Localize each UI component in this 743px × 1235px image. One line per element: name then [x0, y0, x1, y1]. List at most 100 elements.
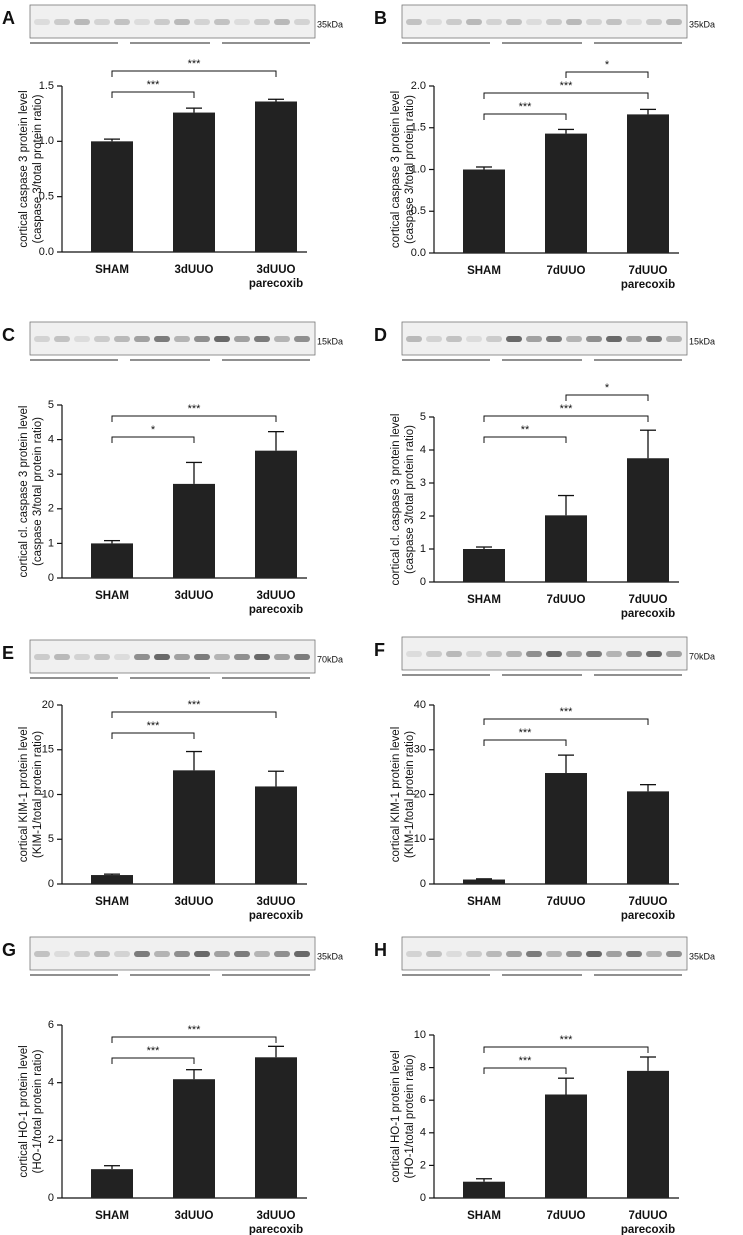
y-tick-label: 1 — [48, 537, 54, 549]
y-tick-label: 5 — [48, 833, 54, 845]
blot-band — [466, 19, 482, 25]
y-axis-label: cortical HO-1 protein level — [390, 1050, 402, 1182]
blot-band — [566, 336, 582, 342]
blot-band — [174, 336, 190, 342]
blot-band — [134, 951, 150, 957]
blot-band — [486, 651, 502, 657]
blot — [401, 4, 688, 39]
blot-band — [214, 951, 230, 957]
blot-band — [446, 19, 462, 25]
y-tick-label: 8 — [420, 1062, 426, 1074]
blot-band — [506, 951, 522, 957]
x-tick-line: parecoxib — [249, 604, 303, 616]
bar — [545, 1094, 587, 1198]
blot-band — [666, 651, 682, 657]
significance-bracket — [483, 1067, 567, 1074]
blot-band — [606, 951, 622, 957]
x-tick-label: 3dUUO parecoxib — [249, 264, 303, 290]
blot-band — [134, 336, 150, 342]
x-tick-label: SHAM — [95, 896, 129, 908]
blot — [29, 321, 316, 356]
blot-band — [254, 654, 270, 660]
y-tick-label: 6 — [48, 1019, 54, 1031]
blot-band — [194, 336, 210, 342]
blot-band — [54, 19, 70, 25]
bar — [173, 1079, 215, 1198]
blot — [29, 4, 316, 39]
blot-band — [94, 19, 110, 25]
blot-band — [406, 951, 422, 957]
bar — [91, 543, 133, 578]
x-tick-label: 7dUUO — [547, 265, 586, 277]
blot-band — [34, 336, 50, 342]
y-tick-label: 0.5 — [411, 205, 426, 217]
y-tick-label: 0 — [420, 576, 426, 588]
blot-size-label: 15kDa — [689, 336, 715, 346]
significance-bracket — [483, 415, 649, 422]
y-tick-label: 0 — [48, 1192, 54, 1204]
y-tick-label: 20 — [414, 788, 426, 800]
bar — [173, 112, 215, 252]
bar — [545, 773, 587, 884]
blot-size-label: 35kDa — [317, 19, 343, 29]
bar — [545, 515, 587, 582]
blot-band — [626, 651, 642, 657]
x-tick-label: SHAM — [95, 264, 129, 276]
y-tick-label: 2 — [420, 1159, 426, 1171]
blot-band — [586, 336, 602, 342]
blot — [29, 936, 316, 971]
blot-band — [74, 951, 90, 957]
blot-size-label: 70kDa — [317, 654, 343, 664]
significance-bracket — [565, 394, 649, 401]
blot-band — [566, 651, 582, 657]
blot-band — [506, 651, 522, 657]
y-tick-label: 4 — [48, 1077, 54, 1089]
blot-band — [586, 951, 602, 957]
blot-band — [426, 951, 442, 957]
bar — [627, 458, 669, 582]
x-tick-label: 3dUUO — [175, 590, 214, 602]
blot-band — [154, 654, 170, 660]
blot-band — [586, 19, 602, 25]
x-tick-line: parecoxib — [621, 910, 675, 922]
significance-label: * — [605, 382, 610, 394]
blot-size-label: 35kDa — [689, 19, 715, 29]
significance-bracket — [483, 1046, 649, 1053]
blot-band — [526, 951, 542, 957]
blot-band — [406, 651, 422, 657]
y-axis-label: cortical KIM-1 protein level — [390, 727, 402, 863]
x-tick-line: 3dUUO — [257, 264, 296, 276]
y-axis-label: cortical caspase 3 protein level — [18, 90, 30, 247]
y-tick-label: 2 — [420, 510, 426, 522]
significance-bracket — [111, 436, 195, 443]
bar — [255, 101, 297, 252]
blot-band — [406, 336, 422, 342]
y-tick-label: 2.0 — [411, 80, 426, 92]
bar — [545, 133, 587, 253]
blot-size-label: 35kDa — [317, 951, 343, 961]
blot-band — [114, 336, 130, 342]
blot-band — [74, 654, 90, 660]
blot-band — [174, 19, 190, 25]
significance-bracket — [483, 113, 567, 120]
blot-band — [94, 654, 110, 660]
y-axis-label: cortical KIM-1 protein level — [18, 727, 30, 863]
significance-bracket — [483, 739, 567, 746]
y-tick-label: 20 — [42, 699, 54, 711]
y-axis-label: cortical HO-1 protein level — [18, 1045, 30, 1177]
y-tick-label: 0.5 — [39, 191, 54, 203]
significance-label: *** — [188, 1024, 202, 1036]
significance-bracket — [483, 718, 649, 725]
y-tick-label: 0.0 — [411, 247, 426, 259]
significance-bracket — [111, 91, 195, 98]
significance-label: * — [151, 424, 156, 436]
blot-band — [666, 19, 682, 25]
blot-band — [606, 336, 622, 342]
blot-band — [134, 654, 150, 660]
significance-label: *** — [188, 58, 202, 70]
blot-band — [154, 336, 170, 342]
blot-band — [466, 651, 482, 657]
blot-band — [426, 651, 442, 657]
y-tick-label: 1.5 — [39, 80, 54, 92]
